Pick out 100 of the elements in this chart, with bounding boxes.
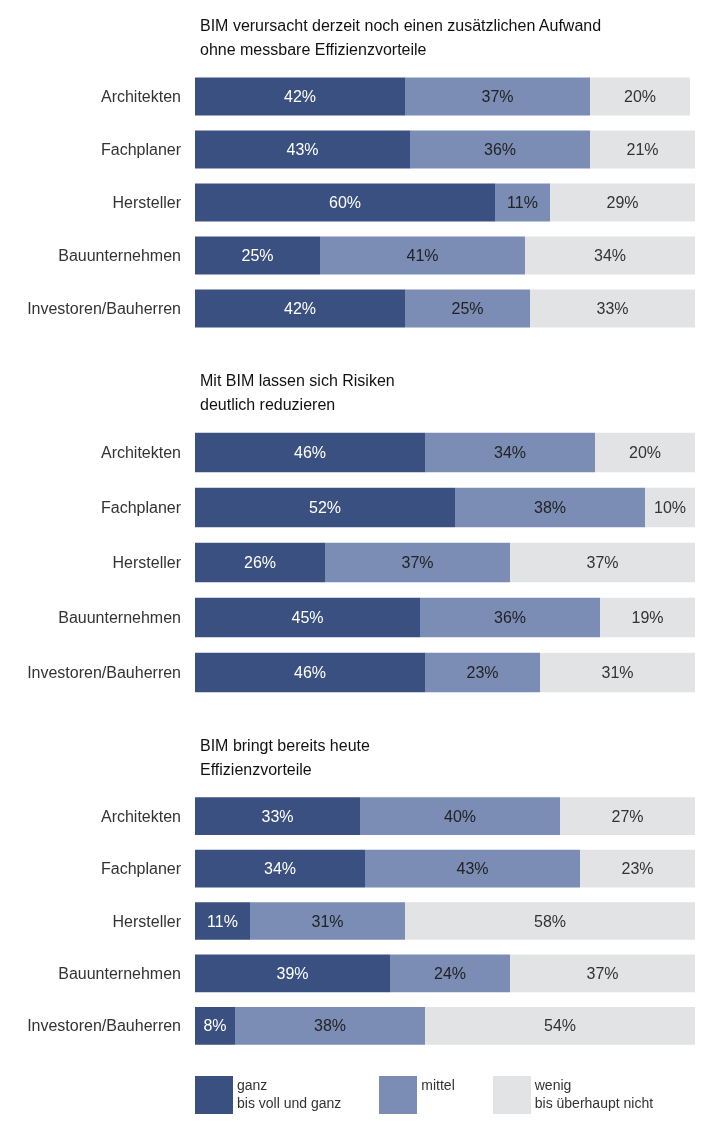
data-label: 25% <box>451 300 484 317</box>
data-label: 46% <box>293 444 327 461</box>
y-tick-label: Investoren/Bauherren <box>27 664 181 681</box>
bar <box>410 130 590 169</box>
data-label: 52% <box>308 499 342 516</box>
bar <box>525 236 695 275</box>
y-tick-label: Architekten <box>100 88 181 105</box>
bar <box>195 487 455 528</box>
bar <box>425 432 595 473</box>
bar <box>425 652 540 693</box>
data-label: 23% <box>466 664 499 681</box>
bar <box>590 77 690 116</box>
data-label: 41% <box>406 247 439 264</box>
data-label: 33% <box>596 300 629 317</box>
data-label: 8% <box>203 1017 227 1035</box>
bar <box>550 183 695 222</box>
bar <box>540 652 695 693</box>
bar <box>405 902 695 940</box>
chart-title: BIM bringt bereits heute Effizienzvorteile <box>200 736 370 778</box>
bar <box>195 183 495 222</box>
data-label: 37% <box>401 554 434 571</box>
bar <box>195 849 365 888</box>
bar <box>405 289 530 328</box>
data-label: 29% <box>606 194 639 211</box>
data-label: 60% <box>328 194 362 211</box>
bar <box>365 849 580 888</box>
bar <box>405 77 590 116</box>
text: wenig bis überhaupt nicht <box>534 1076 654 1112</box>
bar <box>580 849 695 888</box>
data-label: 45% <box>291 609 324 626</box>
bar <box>600 597 695 638</box>
bar <box>495 183 550 222</box>
data-label: 10% <box>653 499 687 516</box>
data-label: 37% <box>586 554 619 571</box>
data-label: 39% <box>276 964 309 982</box>
bar <box>360 797 560 836</box>
data-label: 23% <box>621 860 654 878</box>
bar <box>530 289 695 328</box>
bar <box>195 597 420 638</box>
y-tick-label: Hersteller <box>112 554 182 571</box>
data-label: 24% <box>433 964 467 982</box>
data-label: 38% <box>313 1017 347 1035</box>
data-label: 36% <box>483 141 517 158</box>
bar <box>510 542 695 583</box>
data-label: 33% <box>261 807 294 825</box>
bar <box>235 1006 425 1045</box>
y-tick-label: Investoren/Bauherren <box>27 1017 181 1035</box>
bar <box>195 130 410 169</box>
bar <box>560 797 695 836</box>
bar <box>595 432 695 473</box>
data-label: 26% <box>243 554 277 571</box>
bar <box>325 542 510 583</box>
y-tick-label: Investoren/Bauherren <box>27 300 181 317</box>
y-tick-label: Bauunternehmen <box>58 609 181 626</box>
bar <box>195 236 320 275</box>
data-label: 11% <box>507 194 538 211</box>
chart-title: Mit BIM lassen sich Risiken deutlich reduzieren <box>200 371 395 413</box>
y-tick-label: Hersteller <box>112 194 182 211</box>
data-label: 19% <box>631 609 664 626</box>
data-label: 40% <box>443 807 477 825</box>
data-label: 20% <box>628 444 662 461</box>
data-label: 34% <box>593 247 627 264</box>
data-label: 46% <box>293 664 327 681</box>
y-tick-label: Fachplaner <box>100 141 182 158</box>
y-tick-label: Bauunternehmen <box>58 247 181 264</box>
data-label: 34% <box>263 860 297 878</box>
bar <box>195 432 425 473</box>
y-tick-label: Architekten <box>100 807 181 825</box>
text: mittel <box>421 1076 455 1094</box>
data-label: 31% <box>601 664 634 681</box>
data-label: 58% <box>533 912 567 930</box>
bar <box>195 902 250 940</box>
bar <box>195 289 405 328</box>
bar <box>510 954 695 993</box>
bar <box>420 597 600 638</box>
y-tick-label: Fachplaner <box>100 499 182 516</box>
data-label: 34% <box>493 444 527 461</box>
bar <box>590 130 695 169</box>
data-label: 21% <box>626 141 659 158</box>
data-label: 31% <box>311 912 344 930</box>
data-label: 54% <box>543 1017 577 1035</box>
bar <box>195 797 360 836</box>
bar <box>195 542 325 583</box>
data-label: 36% <box>493 609 527 626</box>
data-label: 27% <box>611 807 644 825</box>
data-label: 25% <box>241 247 274 264</box>
data-label: 20% <box>623 88 657 105</box>
data-label: 38% <box>533 499 567 516</box>
text: ganz bis voll und ganz <box>237 1076 342 1112</box>
bar <box>195 954 390 993</box>
bar <box>195 77 405 116</box>
bar <box>195 652 425 693</box>
y-tick-label: Hersteller <box>112 912 182 930</box>
bar <box>455 487 645 528</box>
data-label: 42% <box>283 300 317 317</box>
bar <box>425 1006 695 1045</box>
chart-title: BIM verursacht derzeit noch einen zusätzlichen Aufwand ohne messbare Effizienzvorteile <box>200 16 602 58</box>
bar <box>320 236 525 275</box>
data-label: 11% <box>207 912 238 930</box>
data-label: 42% <box>283 88 317 105</box>
